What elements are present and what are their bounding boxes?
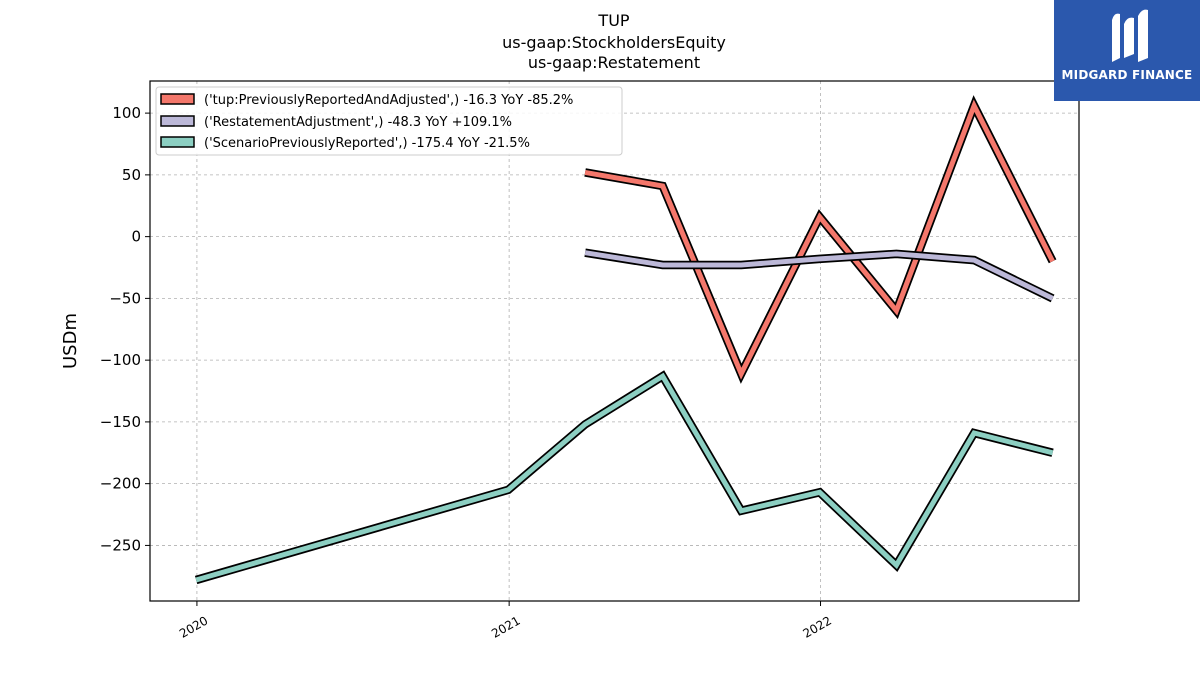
chart-title-line-2: us-gaap:StockholdersEquity: [502, 33, 726, 52]
y-axis-label: USDm: [60, 313, 81, 369]
midgard-logo-mark-icon: [1112, 9, 1148, 63]
axis-ticks: 100 50 0 −50 −100 −150 −200 −250 2020 2021 2022: [100, 104, 834, 641]
plot-series: [194, 95, 1057, 585]
x-tick-label: 2020: [177, 613, 210, 640]
y-tick-label: −100: [100, 351, 141, 369]
x-tick-label: 2022: [801, 613, 834, 640]
legend-frame: [155, 86, 623, 156]
midgard-finance-logo: MIDGARD FINANCE: [1054, 0, 1200, 101]
y-tick-label: −200: [100, 475, 141, 493]
y-tick-label: 0: [131, 228, 141, 246]
y-tick-label: 50: [122, 166, 141, 184]
chart-legend: ('tup:PreviouslyReportedAndAdjusted',) -…: [155, 86, 623, 156]
y-tick-label: −150: [100, 413, 141, 431]
legend-label-scenario-previously-reported: ('ScenarioPreviouslyReported',) -175.4 Y…: [204, 136, 530, 151]
series-line-1: [584, 250, 1054, 301]
series-line-outline-0: [584, 95, 1057, 384]
series-line-2: [195, 372, 1054, 583]
series-line-outline-2: [194, 370, 1054, 585]
y-tick-label: 100: [112, 104, 141, 122]
grid-lines: [150, 81, 1079, 601]
legend-label-restatement-adjustment: ('RestatementAdjustment',) -48.3 YoY +10…: [204, 115, 512, 130]
legend-swatch-scenario-previously-reported: [160, 136, 195, 148]
plot-area-frame: [149, 80, 1080, 602]
y-tick-label: −50: [109, 289, 141, 307]
logo-text: MIDGARD FINANCE: [1061, 68, 1193, 82]
chart-title-line-3: us-gaap:Restatement: [528, 53, 700, 72]
chart-title-line-1: TUP: [597, 11, 629, 30]
series-line-0: [584, 99, 1055, 380]
legend-swatch-restatement-adjustment: [160, 115, 195, 127]
legend-swatch-previously-reported-and-adjusted: [160, 93, 195, 105]
y-tick-label: −250: [100, 536, 141, 554]
legend-label-previously-reported-and-adjusted: ('tup:PreviouslyReportedAndAdjusted',) -…: [204, 93, 573, 108]
x-tick-label: 2021: [489, 613, 522, 640]
